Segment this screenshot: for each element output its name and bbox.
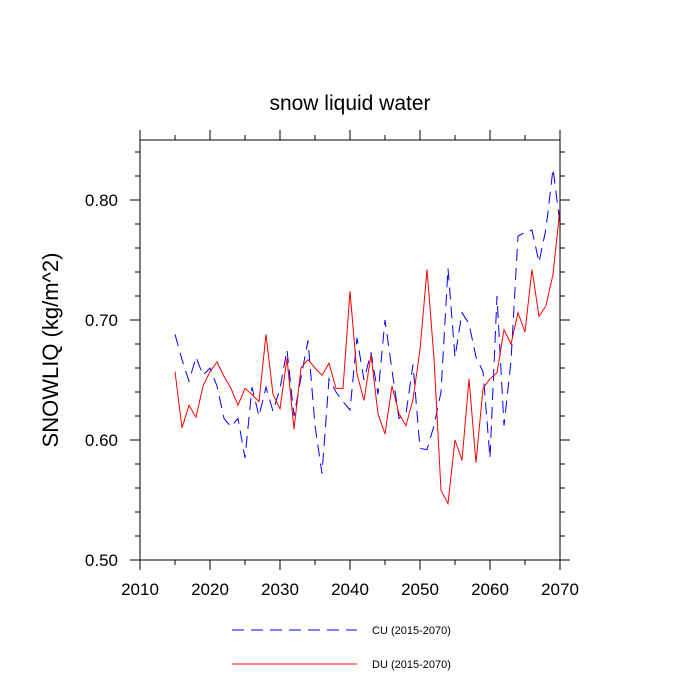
y-tick-label: 0.70	[85, 311, 118, 330]
series-line-du	[174, 208, 561, 506]
series-layer	[174, 168, 561, 506]
y-tick-label: 0.60	[85, 431, 118, 450]
chart-title: snow liquid water	[269, 92, 430, 115]
series-line-cu	[174, 168, 561, 474]
plot-frame	[139, 139, 561, 561]
axis-tick-labels: 2010 2020 2030 2040 2050 2060 2070 0.50 0.60 0.70…	[85, 191, 579, 599]
x-tick-label: 2030	[261, 580, 299, 599]
legend-label: DU (2015-2070)	[372, 659, 451, 671]
x-tick-label: 2060	[471, 580, 509, 599]
legend-label: CU (2015-2070)	[372, 625, 451, 637]
axis-ticks	[130, 130, 570, 570]
x-tick-label: 2070	[541, 580, 579, 599]
y-axis-label: SNOWLIQ (kg/m^2)	[38, 253, 63, 448]
y-tick-label: 0.80	[85, 191, 118, 210]
x-tick-label: 2020	[191, 580, 229, 599]
x-tick-label: 2040	[331, 580, 369, 599]
legend: CU (2015-2070) DU (2015-2070)	[232, 625, 451, 671]
x-tick-label: 2050	[401, 580, 439, 599]
x-tick-label: 2010	[121, 580, 159, 599]
y-tick-label: 0.50	[85, 551, 118, 570]
